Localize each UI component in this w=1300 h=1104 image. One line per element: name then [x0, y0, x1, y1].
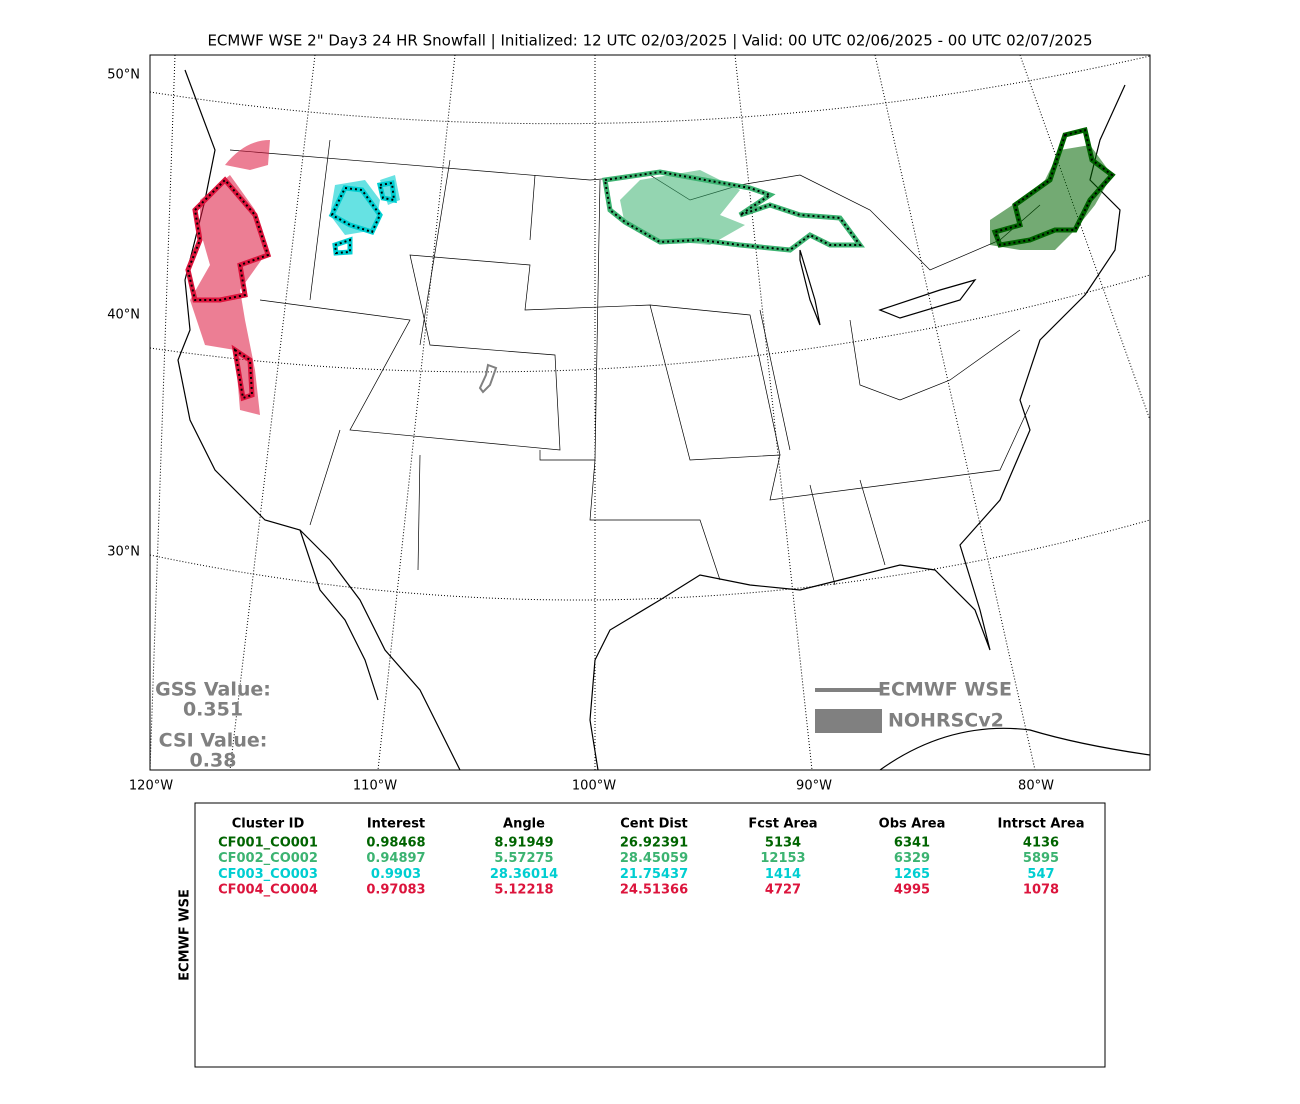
lat-label: 40°N	[107, 308, 140, 323]
forecast-outline	[603, 170, 862, 252]
title: ECMWF WSE 2" Day3 24 HR Snowfall | Initi…	[207, 32, 1092, 50]
legend-patch	[815, 709, 882, 733]
coastline	[299, 529, 379, 701]
graticule	[150, 55, 176, 770]
stat-value: 0.351	[183, 699, 243, 721]
table-cell: CF002_CO002	[218, 851, 318, 866]
stat-value: 0.38	[190, 750, 237, 772]
column-header: Fcst Area	[748, 817, 817, 832]
map	[149, 54, 1151, 771]
table-cell: 24.51366	[620, 883, 688, 898]
lon-label: 120°W	[129, 779, 173, 794]
table-cell: 5895	[1023, 851, 1059, 866]
table-cell: 4995	[894, 883, 930, 898]
table-cell: 6329	[894, 851, 930, 866]
table-cell: 5.12218	[494, 883, 553, 898]
graticule	[229, 55, 316, 770]
table-cell: 5.57275	[494, 851, 553, 866]
table-cell: 4136	[1023, 836, 1059, 851]
table-cell: 8.91949	[494, 836, 553, 851]
table-cell: 26.92391	[620, 836, 688, 851]
table-side-label: ECMWF WSE	[178, 889, 193, 981]
table-cell: CF001_CO001	[218, 836, 318, 851]
coastline	[589, 659, 599, 770]
table-cell: 1265	[894, 867, 930, 882]
forecast-outline	[330, 181, 396, 255]
column-header: Obs Area	[879, 817, 946, 832]
table-cell: 12153	[760, 851, 805, 866]
lon-label: 100°W	[572, 779, 616, 794]
table-cell: 6341	[894, 836, 930, 851]
stat-label: GSS Value:	[155, 679, 271, 701]
column-header: Angle	[503, 817, 545, 832]
observed-area	[620, 170, 745, 245]
column-header: Interest	[367, 817, 425, 832]
forecast-outline	[993, 128, 1114, 247]
lon-label: 90°W	[796, 779, 832, 794]
table-cell: 1414	[765, 867, 801, 882]
table-cell: 547	[1027, 867, 1054, 882]
lat-label: 50°N	[107, 68, 140, 83]
outline	[478, 363, 498, 394]
lake	[878, 278, 977, 319]
table-cell: CF003_CO003	[218, 867, 318, 882]
stat-label: CSI Value:	[159, 730, 268, 752]
lon-label: 110°W	[353, 779, 397, 794]
table-cell: 5134	[765, 836, 801, 851]
table-cell: 28.36014	[490, 867, 558, 882]
table-cell: 1078	[1023, 883, 1059, 898]
table-cell: 28.45059	[620, 851, 688, 866]
legend-label: NOHRSCv2	[888, 710, 1004, 732]
column-header: Cent Dist	[620, 817, 688, 832]
table-cell: 0.97083	[366, 883, 425, 898]
graticule	[150, 274, 1150, 373]
lat-label: 30°N	[107, 545, 140, 560]
coastline	[879, 727, 1150, 770]
legend-label: ECMWF WSE	[878, 679, 1012, 701]
coastline	[594, 84, 1126, 661]
table-cell: 4727	[765, 883, 801, 898]
table: ECMWF WSE Cluster ID Interest Angle Cent Di…	[178, 802, 1106, 1068]
forecast-outline	[186, 178, 270, 400]
graticule	[150, 55, 1150, 125]
map-frame	[149, 54, 1151, 771]
table-cell: 21.75437	[620, 867, 688, 882]
lon-label: 80°W	[1018, 779, 1054, 794]
lake	[799, 249, 821, 326]
border	[259, 139, 1031, 586]
column-header: Cluster ID	[232, 817, 305, 832]
table-cell: CF004_CO004	[218, 883, 318, 898]
table-cell: 0.98468	[366, 836, 425, 851]
graticule	[874, 55, 1036, 770]
column-header: Intrsct Area	[998, 817, 1085, 832]
table-cell: 0.94897	[366, 851, 425, 866]
table-cell: 0.9903	[371, 867, 421, 882]
table-frame	[194, 802, 1106, 1068]
